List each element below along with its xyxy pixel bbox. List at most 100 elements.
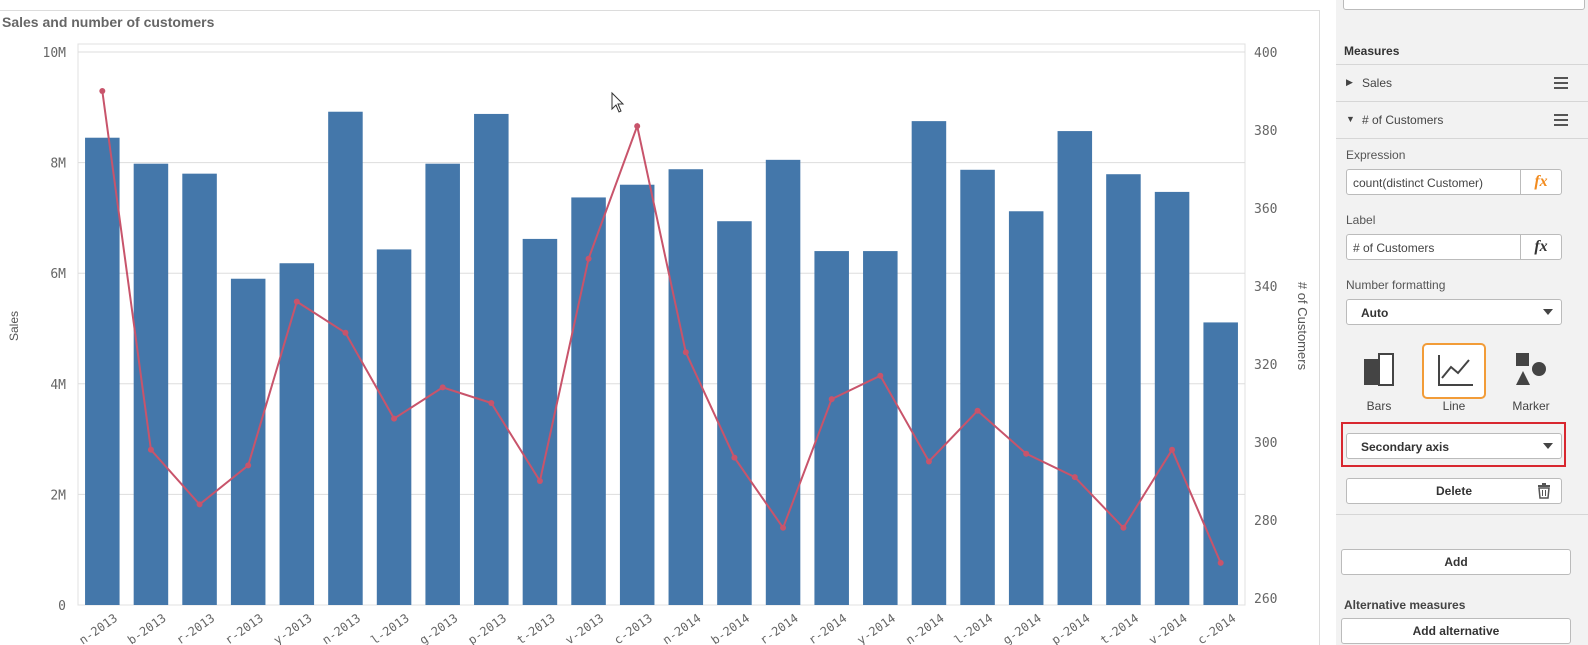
bar-Dec-2013[interactable] bbox=[619, 184, 655, 605]
bar-Oct-2013[interactable] bbox=[522, 238, 558, 605]
point-Dec-2014[interactable] bbox=[1217, 559, 1224, 566]
bar-Nov-2014[interactable] bbox=[1154, 191, 1190, 605]
x-tick-label: v-2014 bbox=[1146, 611, 1190, 645]
measure-item-sales[interactable]: ▶ Sales bbox=[1336, 64, 1588, 101]
bar-Nov-2013[interactable] bbox=[571, 197, 606, 605]
bar-May-2013[interactable] bbox=[279, 263, 315, 605]
point-Jul-2013[interactable] bbox=[391, 415, 398, 422]
collapse-arrow-icon[interactable]: ▼ bbox=[1346, 114, 1355, 124]
point-Nov-2013[interactable] bbox=[585, 255, 592, 262]
delete-label: Delete bbox=[1435, 484, 1473, 498]
point-May-2013[interactable] bbox=[293, 298, 300, 305]
x-tick-label: n-2013 bbox=[76, 611, 120, 645]
bar-Dec-2014[interactable] bbox=[1203, 322, 1238, 605]
point-Apr-2014[interactable] bbox=[828, 396, 835, 403]
measure-label: # of Customers bbox=[1362, 113, 1444, 127]
bar-Mar-2013[interactable] bbox=[182, 173, 217, 605]
bar-Jan-2013[interactable] bbox=[85, 137, 120, 605]
bar-May-2014[interactable] bbox=[863, 251, 898, 605]
number-formatting-select[interactable]: Auto bbox=[1346, 299, 1562, 325]
chart-top-border bbox=[0, 10, 1320, 11]
delete-button[interactable]: Delete bbox=[1346, 478, 1562, 504]
point-Mar-2013[interactable] bbox=[196, 501, 203, 508]
point-Sep-2014[interactable] bbox=[1071, 474, 1078, 481]
x-tick-label: b-2014 bbox=[709, 611, 753, 645]
bar-Jun-2013[interactable] bbox=[328, 111, 363, 605]
point-Jan-2013[interactable] bbox=[99, 88, 106, 94]
add-alternative-button[interactable]: Add alternative bbox=[1341, 618, 1571, 644]
x-tick-label: r-2014 bbox=[806, 611, 850, 645]
bar-Apr-2013[interactable] bbox=[230, 278, 266, 605]
point-Feb-2014[interactable] bbox=[731, 454, 738, 461]
x-tick-label: t-2014 bbox=[1098, 611, 1142, 645]
bar-Oct-2014[interactable] bbox=[1106, 174, 1141, 605]
right-tick-label: 280 bbox=[1254, 514, 1277, 529]
bar-Aug-2013[interactable] bbox=[425, 163, 460, 605]
bar-Apr-2014[interactable] bbox=[814, 251, 849, 605]
point-Jun-2014[interactable] bbox=[925, 458, 932, 465]
plot-frame bbox=[77, 43, 1246, 606]
point-Apr-2013[interactable] bbox=[245, 462, 252, 469]
gridlines bbox=[78, 51, 1245, 495]
bar-Aug-2014[interactable] bbox=[1008, 211, 1044, 605]
x-tick-label: c-2013 bbox=[611, 611, 655, 645]
right-tick-label: 300 bbox=[1254, 436, 1277, 451]
point-Aug-2013[interactable] bbox=[439, 384, 446, 391]
divider bbox=[1336, 138, 1588, 139]
x-tick-label: b-2013 bbox=[125, 611, 169, 645]
expand-arrow-icon[interactable]: ▶ bbox=[1346, 77, 1353, 87]
axis-value: Secondary axis bbox=[1361, 440, 1450, 454]
label-label: Label bbox=[1346, 213, 1376, 227]
point-Jul-2014[interactable] bbox=[974, 407, 981, 414]
bar-Mar-2014[interactable] bbox=[765, 159, 801, 605]
expression-input[interactable]: count(distinct Customer) fx bbox=[1346, 169, 1562, 195]
right-axis-ticks: 260 280 300 320 340 360 380 400 bbox=[1254, 46, 1277, 607]
type-marker-button[interactable] bbox=[1499, 343, 1563, 399]
bar-Feb-2014[interactable] bbox=[717, 221, 752, 605]
point-Mar-2014[interactable] bbox=[780, 524, 787, 531]
bar-Jun-2014[interactable] bbox=[911, 121, 947, 605]
sales-bars[interactable] bbox=[85, 111, 1238, 606]
trash-icon[interactable] bbox=[1537, 483, 1551, 499]
point-Jan-2014[interactable] bbox=[682, 349, 689, 356]
customers-line[interactable] bbox=[99, 88, 1224, 566]
add-measure-button[interactable]: Add bbox=[1341, 549, 1571, 575]
left-tick-label: 10M bbox=[43, 46, 67, 61]
bar-Sep-2014[interactable] bbox=[1057, 131, 1093, 606]
bar-Jul-2013[interactable] bbox=[376, 249, 412, 605]
panel-top-input[interactable] bbox=[1343, 0, 1585, 10]
label-input[interactable]: # of Customers fx bbox=[1346, 234, 1562, 260]
x-tick-label: l-2013 bbox=[368, 611, 412, 645]
bar-Feb-2013[interactable] bbox=[133, 163, 169, 605]
point-Oct-2013[interactable] bbox=[536, 478, 543, 484]
point-Aug-2014[interactable] bbox=[1023, 450, 1030, 457]
measure-item-customers[interactable]: ▼ # of Customers bbox=[1336, 101, 1588, 138]
type-line-button[interactable] bbox=[1422, 343, 1486, 399]
drag-handle-icon[interactable] bbox=[1554, 77, 1568, 89]
customers-line-path[interactable] bbox=[101, 90, 1222, 564]
x-tick-label: g-2013 bbox=[417, 611, 461, 645]
right-tick-label: 340 bbox=[1254, 280, 1277, 295]
bar-Jul-2014[interactable] bbox=[960, 169, 995, 605]
point-Sep-2013[interactable] bbox=[488, 400, 495, 406]
point-Feb-2013[interactable] bbox=[147, 446, 154, 453]
x-tick-label: r-2013 bbox=[174, 611, 218, 645]
drag-handle-icon[interactable] bbox=[1554, 114, 1568, 126]
fx-icon[interactable]: fx bbox=[1520, 170, 1561, 194]
point-Jun-2013[interactable] bbox=[342, 329, 349, 336]
highlight-box bbox=[1341, 422, 1566, 467]
combo-chart[interactable]: 0 2M 4M 6M 8M 10M 260 280 300 320 340 360 380 400 n-… bbox=[0, 0, 1320, 645]
axis-select[interactable]: Secondary axis bbox=[1346, 433, 1562, 459]
point-Oct-2014[interactable] bbox=[1120, 524, 1127, 531]
left-tick-label: 6M bbox=[50, 267, 66, 282]
chart-area[interactable]: Sales and number of customers 0 2M 4M 6M 8M 1… bbox=[0, 0, 1320, 645]
point-Nov-2014[interactable] bbox=[1169, 446, 1176, 453]
point-Dec-2013[interactable] bbox=[634, 123, 641, 130]
bar-Sep-2013[interactable] bbox=[474, 113, 509, 605]
type-bars-button[interactable] bbox=[1347, 343, 1411, 399]
fx-icon[interactable]: fx bbox=[1520, 235, 1561, 259]
bar-Jan-2014[interactable] bbox=[668, 169, 704, 605]
type-bars-label: Bars bbox=[1366, 399, 1392, 413]
point-May-2014[interactable] bbox=[877, 372, 884, 379]
divider bbox=[1336, 514, 1588, 515]
